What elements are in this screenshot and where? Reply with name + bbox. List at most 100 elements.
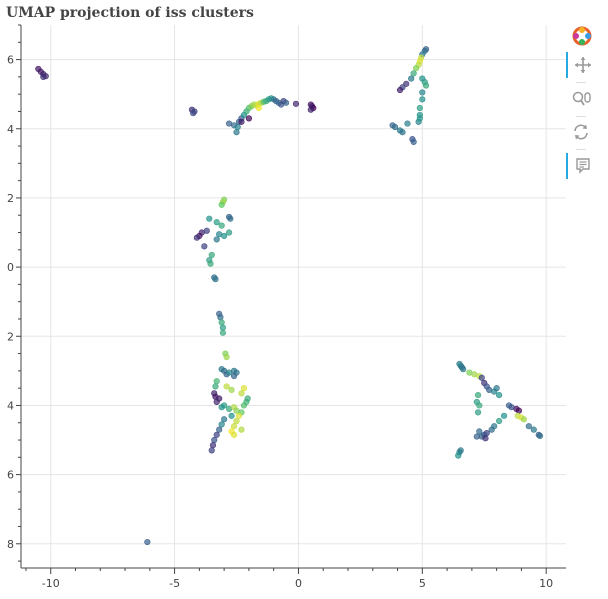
scatter-point	[234, 123, 241, 131]
scatter-point	[211, 436, 218, 444]
y-tick-label: 4	[7, 399, 14, 412]
scatter-point	[238, 118, 245, 125]
scatter-point	[207, 260, 214, 267]
scatter-point	[419, 96, 426, 103]
scatter-point	[396, 86, 404, 94]
toolbar-separator	[576, 116, 586, 117]
scatter-point	[225, 120, 233, 127]
scatter-point	[476, 402, 483, 409]
scatter-point	[233, 417, 240, 425]
scatter-point	[235, 412, 243, 419]
scatter-point	[419, 89, 426, 96]
scatter-point	[457, 447, 464, 454]
scatter-point	[391, 123, 399, 131]
scatter-point	[496, 391, 503, 399]
scatter-point	[203, 227, 210, 234]
hover-tool-icon	[576, 158, 590, 174]
scatter-point	[404, 120, 411, 127]
scatter-point	[144, 538, 151, 546]
scatter-point	[230, 423, 238, 430]
scatter-point	[193, 234, 200, 241]
scatter-point	[218, 319, 225, 326]
scatter-point	[217, 314, 224, 321]
wheel-zoom-tool-icon	[572, 91, 591, 106]
reset-tool-icon	[574, 124, 588, 140]
scatter-point	[230, 372, 238, 380]
y-tick-label: 4	[7, 123, 14, 136]
scatter-point	[525, 423, 532, 430]
scatter-point	[190, 110, 197, 117]
x-tick-label: -10	[42, 577, 60, 590]
scatter-point	[515, 407, 523, 414]
wheel-zoom-tool[interactable]	[566, 86, 596, 112]
x-tick-label: 5	[419, 577, 426, 590]
scatter-point	[213, 398, 220, 406]
scatter-point	[422, 82, 430, 89]
y-tick-label: 6	[7, 54, 14, 67]
scatter-point	[416, 104, 423, 112]
x-tick-label: -5	[169, 577, 180, 590]
scatter-point	[223, 383, 230, 390]
hover-tool[interactable]	[566, 153, 598, 179]
bokeh-logo[interactable]	[566, 22, 596, 48]
scatter-point	[410, 70, 417, 77]
reset-tool[interactable]	[566, 119, 596, 145]
y-tick-label: 2	[7, 192, 14, 205]
y-tick-label: 2	[7, 330, 14, 343]
scatter-point	[212, 276, 219, 283]
scatter-point	[488, 426, 495, 433]
scatter-point	[240, 385, 248, 392]
scatter-point	[245, 115, 253, 122]
scatter-point	[209, 442, 217, 449]
scatter-point	[410, 138, 417, 146]
scatter-point	[530, 426, 537, 433]
scatter-point	[416, 115, 423, 122]
scatter-point	[228, 386, 235, 393]
plot-toolbar	[566, 22, 596, 182]
x-tick-label: 10	[539, 577, 553, 590]
y-tick-label: 8	[7, 538, 14, 551]
scatter-point	[474, 391, 482, 399]
scatter-point	[408, 75, 415, 82]
scatter-point	[223, 353, 230, 361]
x-tick-label: 0	[295, 577, 302, 590]
scatter-point	[213, 236, 220, 243]
scatter-point	[307, 106, 314, 113]
scatter-point	[478, 374, 485, 381]
axes	[20, 25, 566, 569]
scatter-point	[221, 232, 228, 240]
scatter-point	[219, 329, 226, 336]
scatter-point	[496, 417, 503, 425]
scatter-point	[216, 426, 223, 433]
pan-tool[interactable]	[566, 52, 598, 78]
scatter-point	[208, 447, 215, 454]
y-tick-label: 6	[7, 469, 14, 482]
scatter-point	[493, 385, 500, 392]
x-axis-ticks: -10 -5 0 5 10	[25, 568, 553, 590]
toolbar-separator	[576, 149, 586, 150]
grid-lines	[21, 25, 566, 568]
scatter-point	[218, 421, 225, 428]
scatter-point	[227, 215, 234, 222]
scatter-point	[218, 222, 225, 229]
y-tick-label: 0	[7, 261, 14, 274]
scatter-point	[238, 390, 245, 397]
scatter-point	[230, 431, 238, 438]
scatter-point	[282, 99, 290, 106]
toolbar-separator	[576, 82, 586, 83]
data-points	[35, 46, 544, 546]
scatter-point	[460, 366, 467, 373]
pan-tool-icon	[575, 57, 591, 73]
scatter-point	[399, 129, 406, 136]
scatter-point	[218, 404, 225, 411]
scatter-point	[244, 395, 251, 402]
scatter-point	[212, 383, 219, 390]
scatter-point	[238, 426, 245, 433]
scatter-point	[413, 65, 420, 72]
scatter-point	[213, 431, 220, 438]
scatter-point	[228, 412, 235, 419]
scatter-point	[476, 428, 483, 435]
scatter-point	[473, 433, 480, 440]
scatter-point	[213, 378, 220, 385]
